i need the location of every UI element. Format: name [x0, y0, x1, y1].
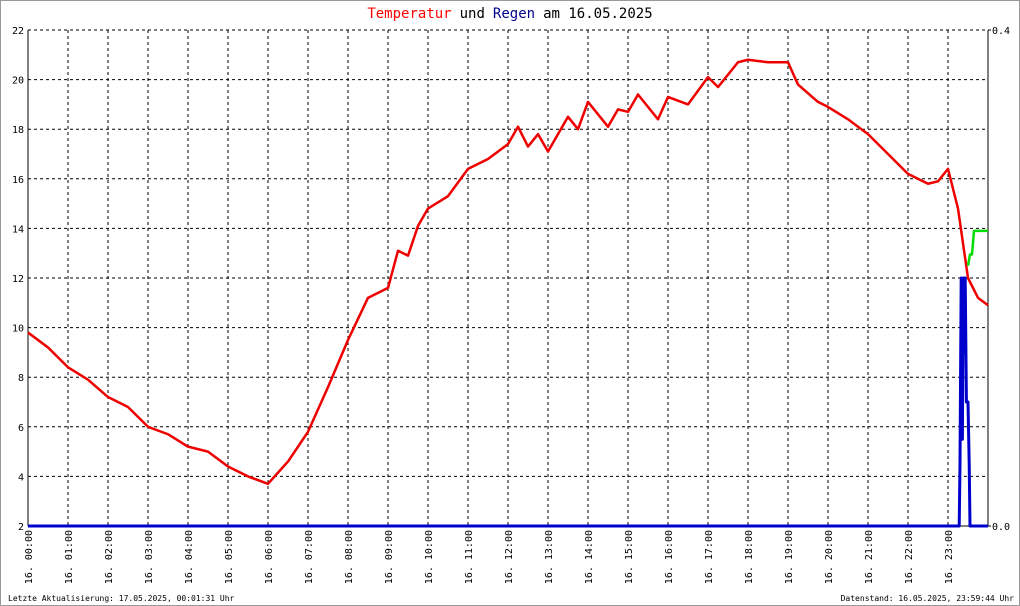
x-tick-label: 16. 22:00	[904, 530, 915, 584]
title-part: Temperatur	[367, 6, 451, 22]
title-part: am 16.05.2025	[543, 6, 653, 22]
title-part: Regen	[493, 6, 535, 22]
x-tick-label: 16. 01:00	[64, 530, 75, 584]
x-tick-label: 16. 15:00	[624, 530, 635, 584]
y-tick-label: 22	[12, 26, 24, 37]
x-tick-label: 16. 12:00	[504, 530, 515, 584]
x-tick-label: 16. 21:00	[864, 530, 875, 584]
x-tick-label: 16. 18:00	[744, 530, 755, 584]
x-tick-label: 16. 13:00	[544, 530, 555, 584]
chart-title: Temperatur und Regen am 16.05.2025	[367, 6, 652, 22]
x-tick-label: 16. 04:00	[184, 530, 195, 584]
footer-right: Datenstand: 16.05.2025, 23:59:44 Uhr	[841, 594, 1015, 603]
x-tick-label: 16. 07:00	[304, 530, 315, 584]
y-tick-label: 10	[12, 324, 24, 335]
x-tick-label: 16. 05:00	[224, 530, 235, 584]
y-tick-label: 20	[12, 76, 24, 87]
x-tick-label: 16. 06:00	[264, 530, 275, 584]
y-tick-label: 18	[12, 125, 24, 136]
y-tick-label: 14	[12, 224, 24, 235]
x-tick-label: 16. 10:00	[424, 530, 435, 584]
x-tick-label: 16. 14:00	[584, 530, 595, 584]
x-tick-label: 16. 11:00	[464, 530, 475, 584]
x-tick-label: 16. 17:00	[704, 530, 715, 584]
title-part: und	[460, 6, 485, 22]
y-tick-label: 4	[18, 472, 24, 483]
x-tick-label: 16. 19:00	[784, 530, 795, 584]
y-tick-label: 2	[18, 522, 24, 533]
y2-tick-label: 0.0	[992, 522, 1010, 533]
y-tick-label: 16	[12, 175, 24, 186]
series-line	[28, 276, 988, 528]
x-tick-label: 16. 00:00	[24, 530, 35, 584]
series-line	[27, 58, 989, 486]
y2-tick-label: 0.4	[992, 26, 1010, 37]
series-line	[966, 229, 988, 266]
y-tick-label: 6	[18, 423, 24, 434]
y-tick-label: 8	[18, 373, 24, 384]
x-tick-label: 16. 20:00	[824, 530, 835, 584]
x-tick-label: 16. 16:00	[664, 530, 675, 584]
x-tick-label: 16. 02:00	[104, 530, 115, 584]
x-tick-label: 16. 09:00	[384, 530, 395, 584]
footer-left: Letzte Aktualisierung: 17.05.2025, 00:01…	[8, 594, 235, 603]
x-tick-label: 16. 03:00	[144, 530, 155, 584]
x-tick-label: 16. 23:00	[944, 530, 955, 584]
x-tick-label: 16. 08:00	[344, 530, 355, 584]
y-tick-label: 12	[12, 274, 24, 285]
